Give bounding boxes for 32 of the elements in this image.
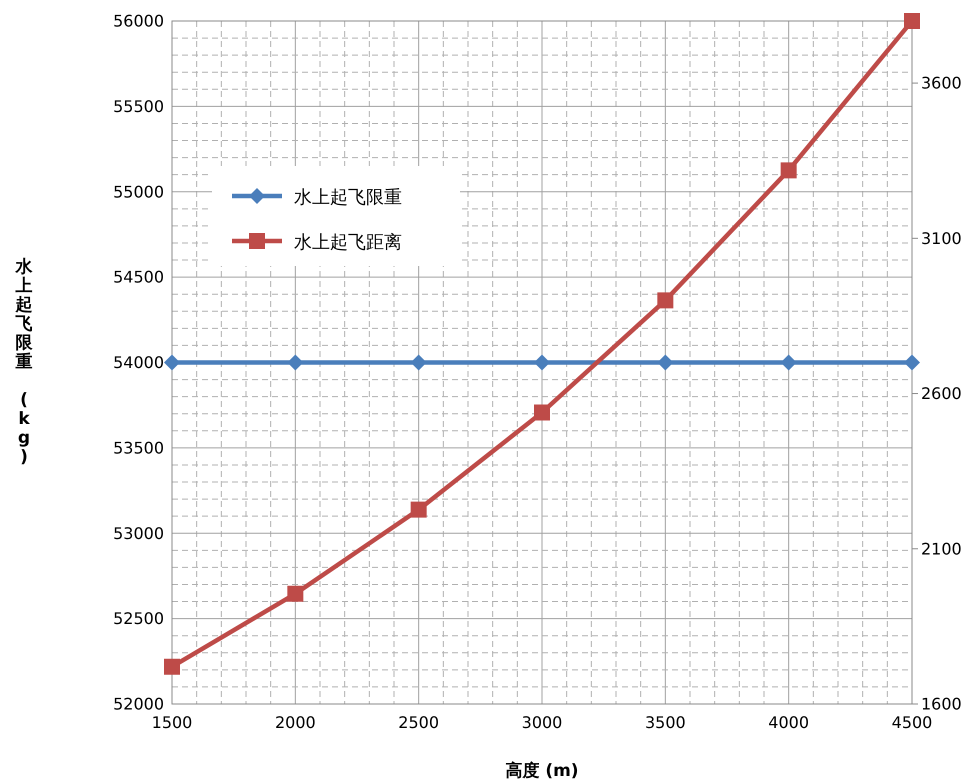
x-tick-label: 1500: [152, 713, 192, 732]
y2-tick-label: 3100: [921, 228, 962, 248]
y-tick-label: 56000: [113, 12, 164, 30]
legend-label: 水上起飞限重: [294, 187, 402, 208]
point: [410, 502, 427, 518]
legend-label: 水上起飞距离: [294, 232, 402, 253]
x-tick-label: 3500: [644, 713, 686, 732]
x-tick-label: 2500: [398, 713, 440, 732]
y-tick-label: 54500: [113, 268, 164, 287]
y2-tick-label: 1600: [921, 694, 962, 714]
y-tick-label: 54000: [113, 353, 164, 372]
x-tick-label: 2000: [274, 713, 316, 732]
y-tick-label: 53000: [113, 524, 164, 543]
y2-tick-label: 2100: [921, 539, 962, 558]
y-tick-label: 52000: [113, 694, 164, 714]
x-tick-label: 4000: [768, 713, 810, 732]
x-tick-label: 4500: [892, 713, 932, 732]
y2-tick-label: 2600: [921, 384, 962, 404]
point: [904, 13, 920, 29]
point: [780, 162, 797, 178]
text: 水上起飞限重 (kg): [16, 257, 32, 467]
y-tick-label: 55000: [113, 182, 164, 202]
point: [534, 404, 550, 420]
y2-tick-label: 3600: [921, 74, 962, 93]
y-tick-label: 52500: [113, 609, 164, 628]
y-tick-label: 53500: [113, 438, 164, 458]
point: [287, 586, 304, 602]
y-tick-label: 55500: [113, 96, 164, 116]
x-axis-title: 高度 (m): [505, 761, 579, 780]
point: [657, 292, 674, 308]
x-tick-label: 3000: [522, 713, 562, 732]
point: [164, 658, 180, 675]
